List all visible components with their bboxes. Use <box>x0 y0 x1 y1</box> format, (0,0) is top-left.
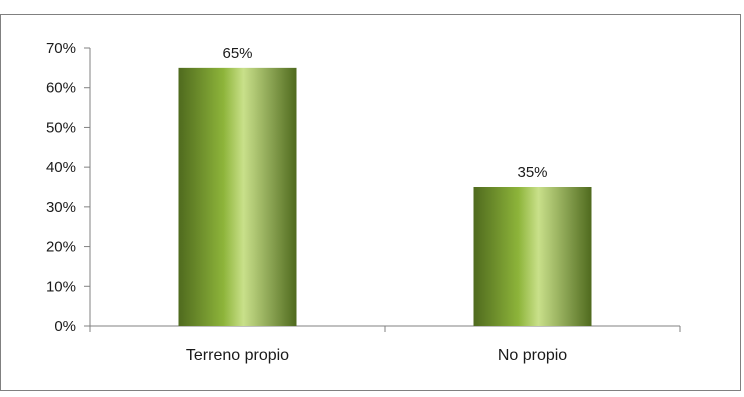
y-tick-label: 40% <box>46 159 76 176</box>
y-tick-label: 20% <box>46 239 76 256</box>
bar <box>178 67 297 326</box>
y-tick-label: 0% <box>54 318 76 335</box>
bar <box>473 187 592 326</box>
chart-border <box>0 14 741 391</box>
y-axis: 0% 10% 20% 30% 40% 50% 60% 70% <box>46 40 91 335</box>
data-labels: 65% 35% <box>222 45 547 181</box>
data-label: 65% <box>222 45 252 62</box>
y-tick-label: 10% <box>46 278 76 295</box>
x-tick-label: Terreno propio <box>186 347 289 364</box>
y-tick-label: 70% <box>46 40 76 57</box>
bars <box>178 67 592 326</box>
y-tick-label: 50% <box>46 119 76 136</box>
y-tick-label: 60% <box>46 80 76 97</box>
data-label: 35% <box>517 164 547 181</box>
x-tick-label: No propio <box>498 347 567 364</box>
y-tick-label: 30% <box>46 199 76 216</box>
